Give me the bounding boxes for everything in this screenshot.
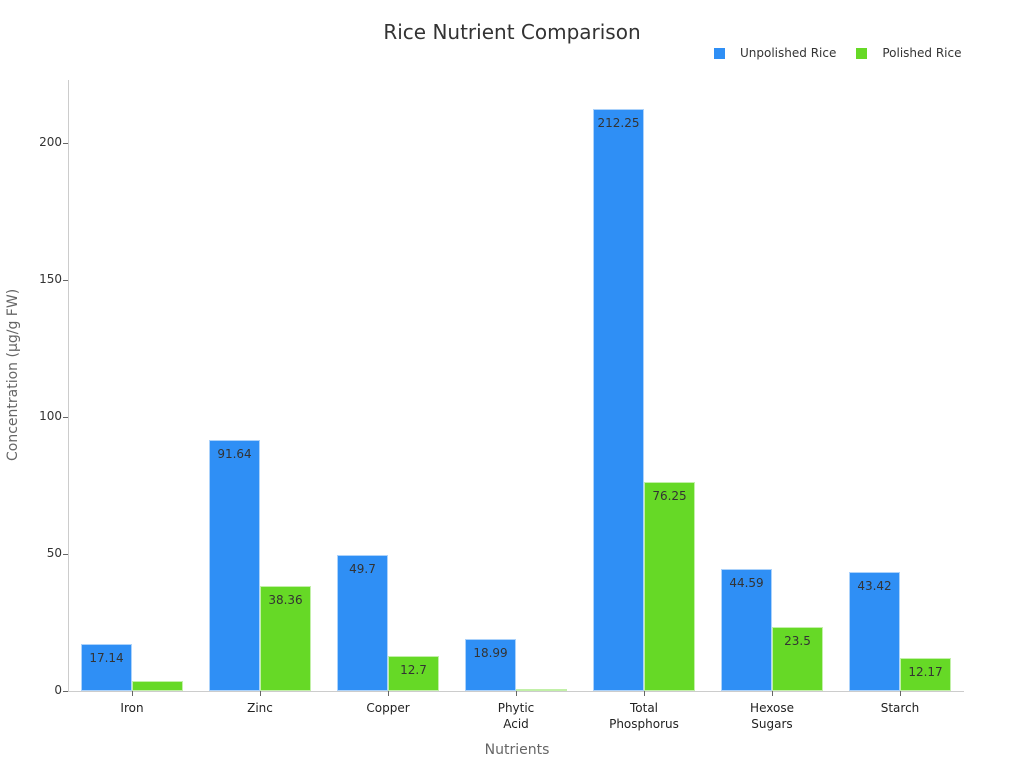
chart-title: Rice Nutrient Comparison <box>383 20 641 44</box>
x-axis-label: Nutrients <box>484 742 550 758</box>
y-tick-label: 150 <box>39 272 62 286</box>
bar-value-label: 23.5 <box>784 633 811 648</box>
bar-value-label: 91.64 <box>217 446 252 461</box>
bar-value-label: 43.42 <box>857 579 892 594</box>
x-tick-mark <box>900 691 901 696</box>
y-tick-label: 200 <box>39 135 62 149</box>
x-tick-mark <box>388 691 389 696</box>
bar-value-label: 44.59 <box>729 575 764 590</box>
x-tick-mark <box>516 691 517 696</box>
bar: 49.7 <box>337 554 388 691</box>
bar: 44.59 <box>721 568 772 691</box>
bar-value-label: 38.36 <box>268 592 303 607</box>
bar: 91.64 <box>209 439 260 691</box>
y-tick-mark <box>63 280 68 281</box>
x-tick-label: Iron <box>120 701 144 715</box>
x-tick-label: Phytic Acid <box>497 701 535 731</box>
x-tick-label: Total Phosphorus <box>609 701 679 731</box>
legend-swatch-polished <box>856 47 868 59</box>
bar: 212.25 <box>593 109 644 691</box>
y-tick-mark <box>63 417 68 418</box>
x-tick-label: Starch <box>880 701 920 715</box>
bar: 17.14 <box>81 644 132 691</box>
bar-value-label: 49.7 <box>349 561 376 576</box>
x-tick-mark <box>644 691 645 696</box>
y-tick-label: 50 <box>46 546 62 560</box>
bar <box>516 689 567 692</box>
x-tick-label: Copper <box>366 701 410 715</box>
bar: 38.36 <box>260 585 311 691</box>
x-tick-label: Hexose Sugars <box>750 701 794 731</box>
x-tick-mark <box>772 691 773 696</box>
bar-value-label: 17.14 <box>89 651 124 666</box>
bar-value-label: 12.7 <box>400 663 427 678</box>
x-tick-label: Zinc <box>247 701 273 715</box>
legend-label-polished: Polished Rice <box>882 46 962 60</box>
legend: Unpolished Rice Polished Rice <box>714 46 982 60</box>
y-axis <box>68 80 69 692</box>
bar: 43.42 <box>849 572 900 691</box>
legend-label-unpolished: Unpolished Rice <box>740 46 837 60</box>
legend-swatch-unpolished <box>714 47 725 59</box>
y-tick-label: 0 <box>54 683 62 697</box>
bar-value-label: 12.17 <box>908 664 943 679</box>
bar <box>132 681 183 691</box>
y-tick-mark <box>63 143 68 144</box>
bar-value-label: 212.25 <box>597 116 640 131</box>
y-tick-mark <box>63 691 68 692</box>
x-tick-mark <box>260 691 261 696</box>
y-tick-label: 100 <box>39 409 62 423</box>
bar-value-label: 18.99 <box>473 645 508 660</box>
bar: 23.5 <box>772 626 823 691</box>
y-tick-mark <box>63 554 68 555</box>
bar-value-label: 76.25 <box>652 489 687 504</box>
bar: 12.17 <box>900 657 951 691</box>
bar: 76.25 <box>644 482 695 691</box>
bar: 18.99 <box>465 638 516 691</box>
x-tick-mark <box>132 691 133 696</box>
bar: 12.7 <box>388 656 439 691</box>
y-axis-label: Concentration (µg/g FW) <box>5 288 21 461</box>
